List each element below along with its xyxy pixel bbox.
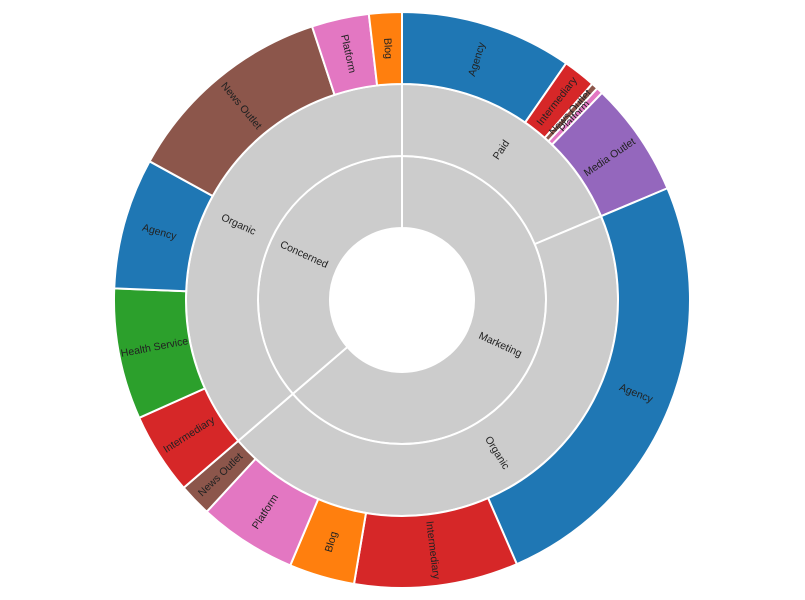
- arc-concerned-organic-blog[interactable]: [367, 10, 403, 87]
- arc-concerned-organic-blog-label: Blog: [381, 38, 394, 60]
- arc-marketing-organic-blog-label: Blog: [323, 530, 340, 554]
